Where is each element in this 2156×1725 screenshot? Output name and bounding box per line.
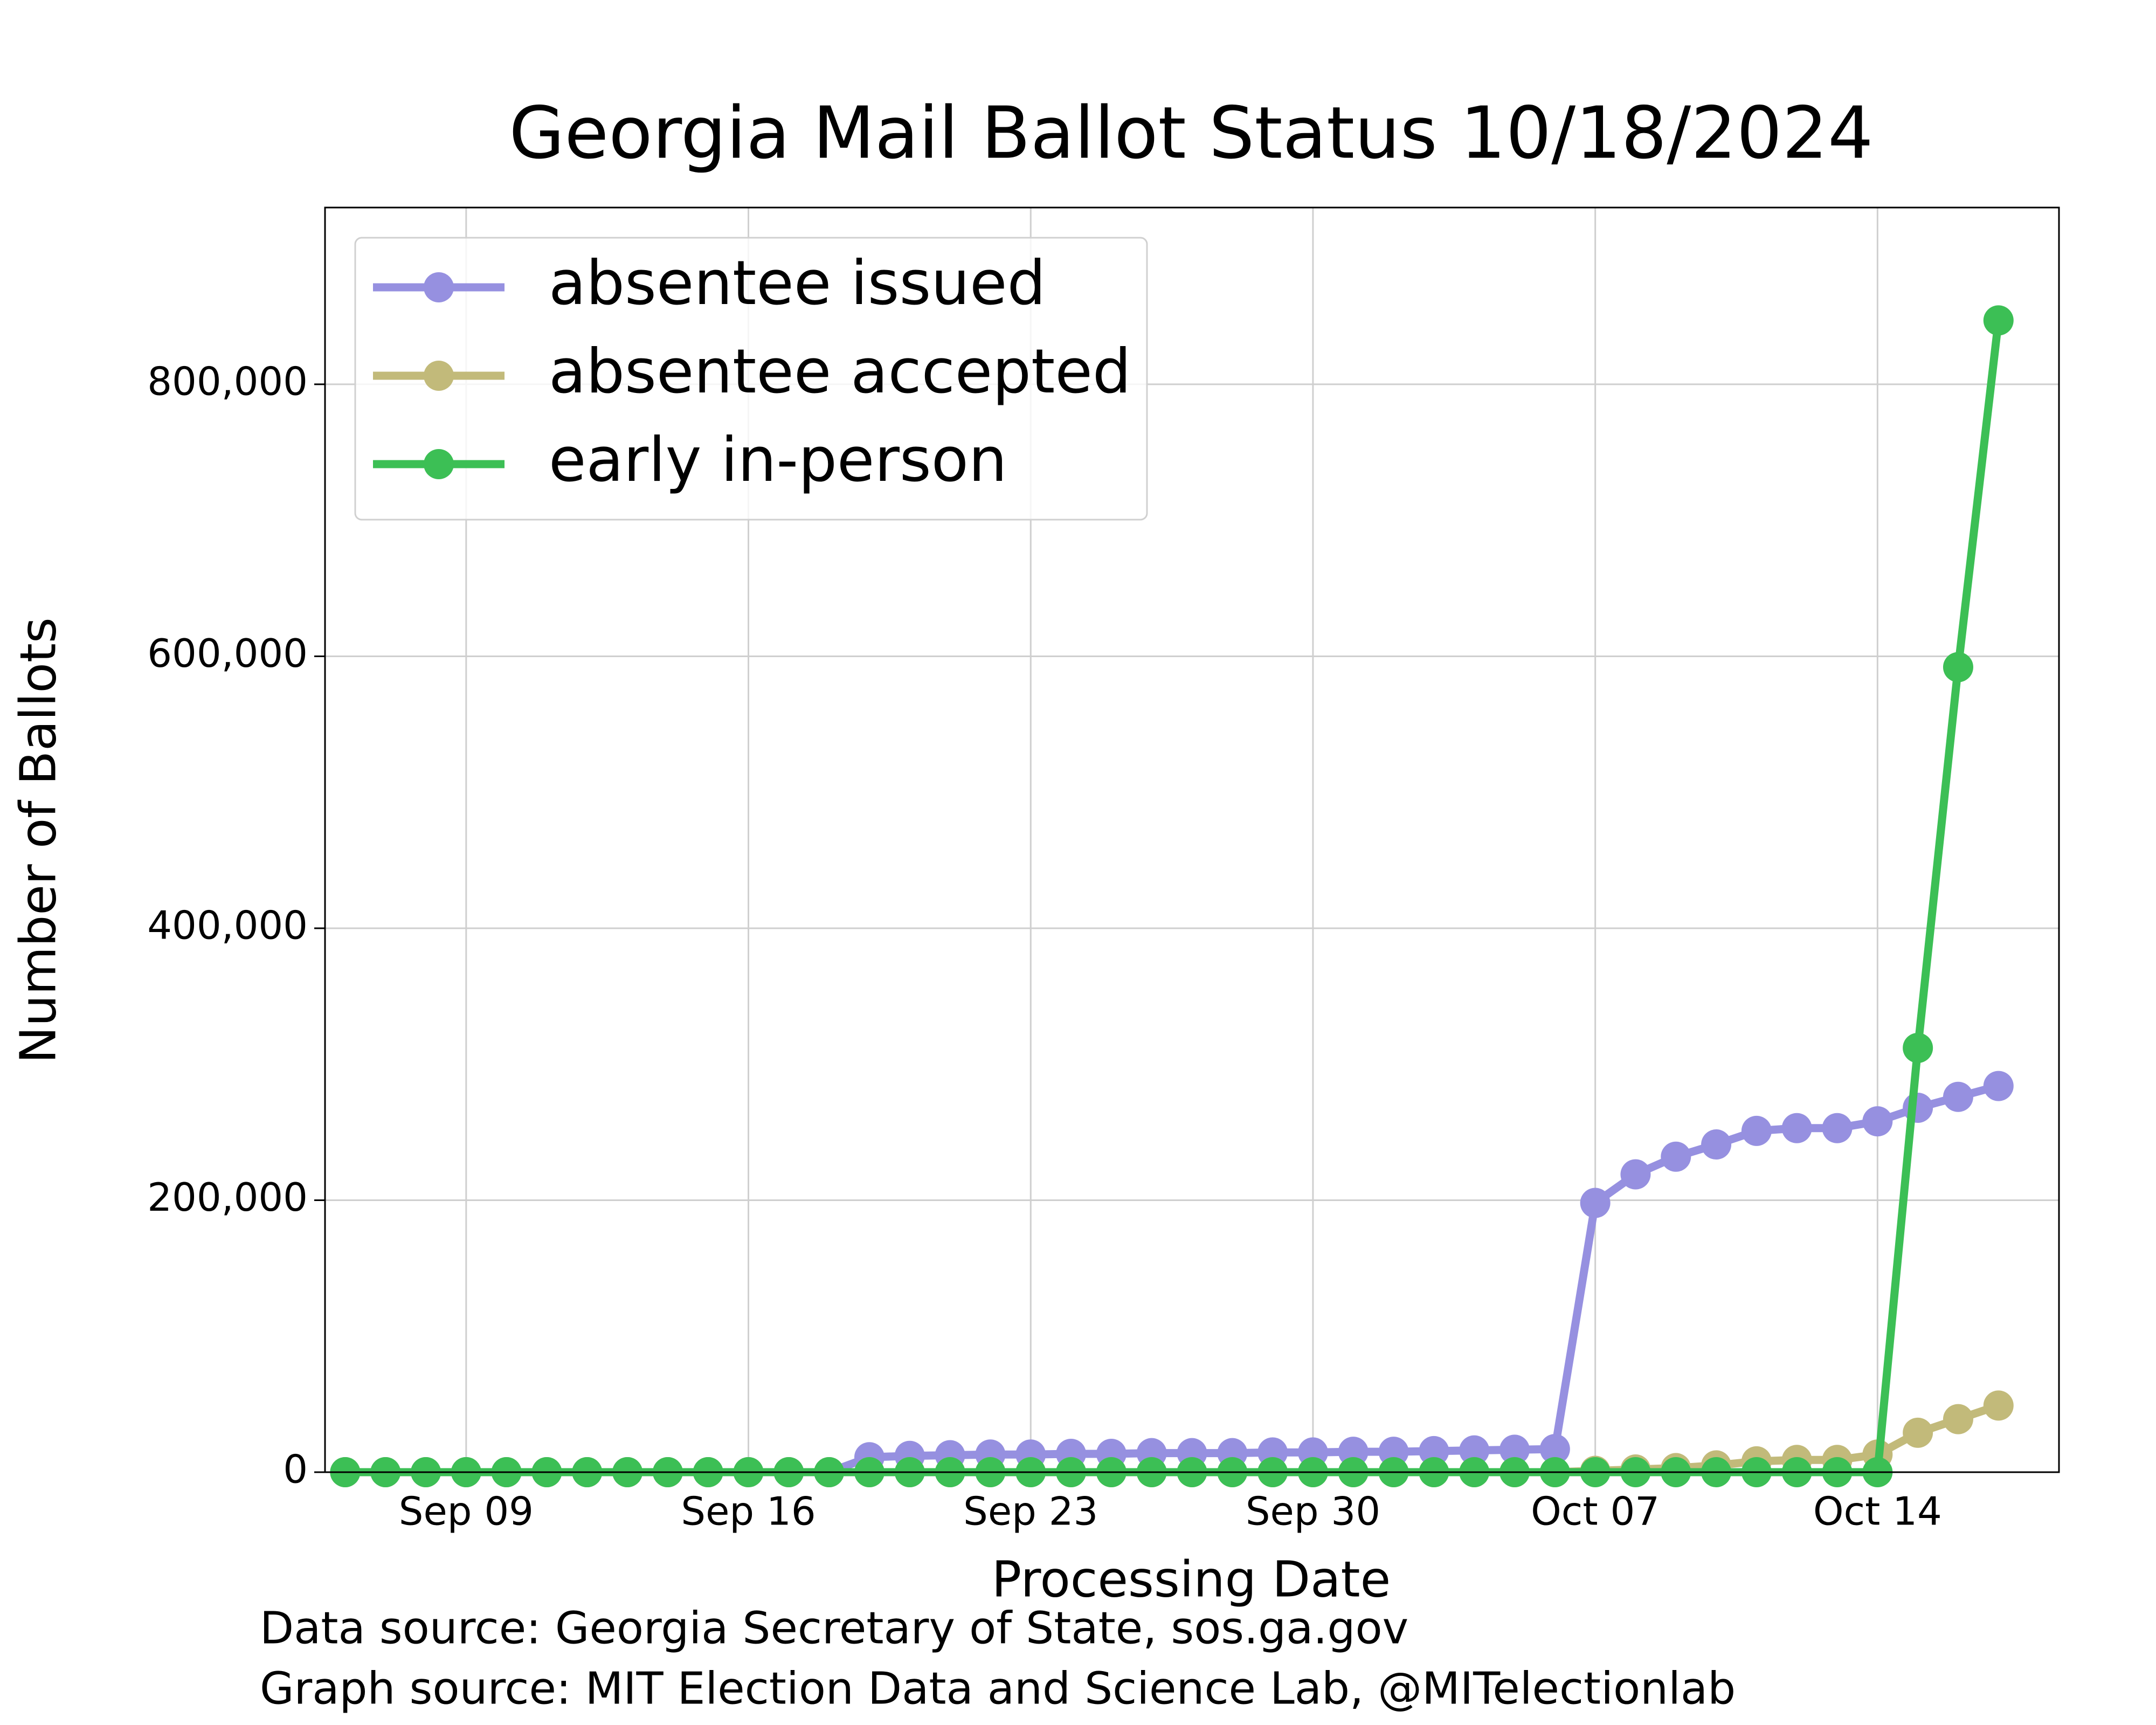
legend-marker: [424, 449, 454, 479]
data-point: [1983, 1071, 2014, 1101]
x-axis-label: Processing Date: [992, 1550, 1391, 1608]
y-tick-label: 600,000: [147, 631, 308, 676]
source-note: Graph source: MIT Election Data and Scie…: [260, 1663, 1736, 1714]
source-note: Data source: Georgia Secretary of State,…: [260, 1603, 1408, 1654]
legend-marker: [424, 272, 454, 302]
x-tick-label: Sep 09: [399, 1489, 534, 1534]
legend-label: absentee accepted: [549, 336, 1131, 407]
data-point: [1580, 1188, 1611, 1218]
y-tick-label: 200,000: [147, 1175, 308, 1220]
y-tick-label: 0: [283, 1447, 308, 1492]
data-point: [1903, 1032, 1933, 1063]
legend-label: absentee issued: [549, 247, 1046, 319]
plot-frame: [324, 206, 2060, 1473]
data-point: [1943, 1404, 1973, 1434]
data-point: [1943, 1081, 1973, 1112]
data-point: [1983, 1390, 2014, 1421]
y-axis-label: Number of Ballots: [9, 617, 67, 1064]
data-point: [1741, 1115, 1772, 1146]
x-tick-label: Sep 30: [1246, 1489, 1380, 1534]
x-tick-label: Sep 16: [681, 1489, 816, 1534]
data-point: [1943, 652, 1973, 682]
data-point: [1701, 1129, 1732, 1160]
data-point: [1822, 1113, 1853, 1143]
legend-marker: [424, 361, 454, 391]
data-point: [1459, 1435, 1490, 1466]
y-tick-label: 800,000: [147, 358, 308, 404]
x-tick-label: Oct 14: [1813, 1489, 1942, 1534]
data-point: [1983, 305, 2014, 336]
x-tick-label: Oct 07: [1531, 1489, 1660, 1534]
data-point: [1903, 1417, 1933, 1448]
legend-label: early in-person: [549, 424, 1007, 495]
x-tick-label: Sep 23: [963, 1489, 1098, 1534]
data-point: [1661, 1141, 1691, 1172]
data-point: [1539, 1434, 1570, 1465]
data-point: [1419, 1436, 1449, 1466]
y-tick-label: 400,000: [147, 902, 308, 948]
legend-box: [354, 237, 1148, 521]
chart-title: Georgia Mail Ballot Status 10/18/2024: [509, 92, 1873, 175]
data-point: [1620, 1159, 1651, 1190]
data-point: [1862, 1106, 1893, 1137]
data-point: [1499, 1434, 1530, 1465]
data-point: [1781, 1113, 1812, 1143]
